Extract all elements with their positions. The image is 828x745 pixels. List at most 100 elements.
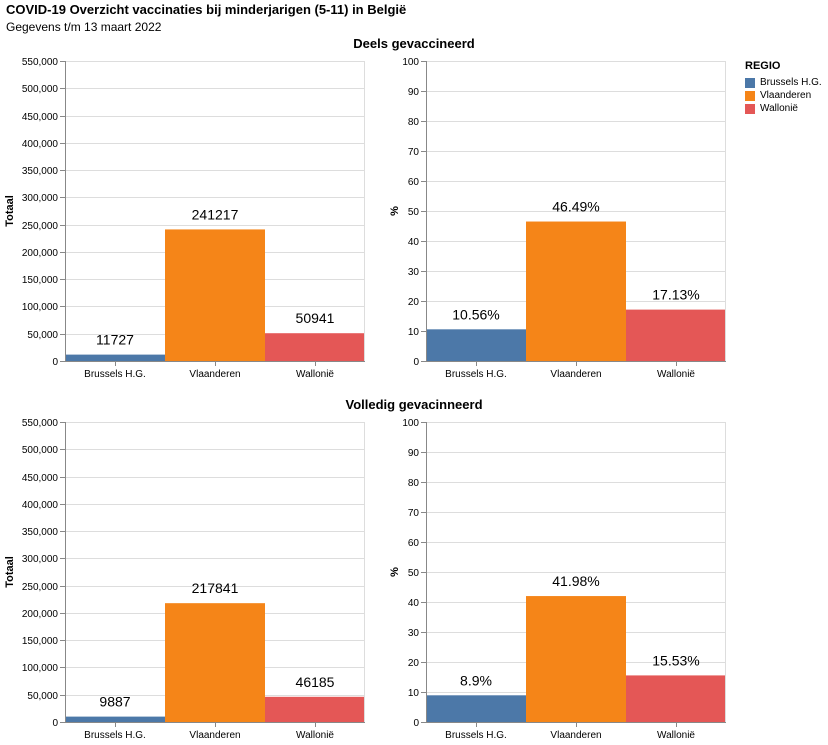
y-tick-label: 550,000 [22,418,59,429]
x-tick-label: Brussels H.G. [445,369,507,380]
bar-0 [426,329,526,361]
bar-2 [265,333,365,361]
legend-title: REGIO [745,60,781,72]
x-tick-label: Brussels H.G. [445,730,507,741]
bar-1 [165,229,265,361]
y-tick-label: 50,000 [27,691,58,702]
y-tick-label: 100 [402,57,419,68]
data-label: 50941 [296,310,335,326]
x-tick-label: Brussels H.G. [84,730,146,741]
y-tick-label: 100,000 [22,302,59,313]
y-tick-label: 60 [408,538,420,549]
legend-label-brussels: Brussels H.G. [760,77,822,88]
legend-item-wallonie: Wallonië [745,102,822,115]
x-tick-label: Brussels H.G. [84,369,146,380]
section-title-full: Volledig gevacinneerd [345,397,483,412]
legend-label-wallonie: Wallonië [760,103,798,114]
y-tick-label: 50 [408,207,420,218]
y-tick-label: 0 [52,718,58,729]
y-tick-label: 10 [408,688,420,699]
bar-1 [526,221,626,361]
data-label: 9887 [99,694,130,710]
x-tick-label: Vlaanderen [189,730,240,741]
data-label: 11727 [96,332,134,348]
y-tick-label: 0 [413,357,419,368]
page-subtitle: Gegevens t/m 13 maart 2022 [6,20,162,34]
bar-1 [526,596,626,722]
y-axis-title: % [389,567,401,577]
bar-0 [65,354,165,361]
data-label: 10.56% [452,306,499,322]
y-tick-label: 450,000 [22,473,59,484]
y-tick-label: 0 [413,718,419,729]
y-tick-label: 350,000 [22,166,59,177]
y-tick-label: 80 [408,117,420,128]
legend-swatch-vlaanderen [745,90,755,101]
y-tick-label: 20 [408,658,420,669]
y-tick-label: 40 [408,598,420,609]
y-tick-label: 20 [408,297,420,308]
y-tick-label: 400,000 [22,500,59,511]
y-tick-label: 70 [408,508,420,519]
x-tick-label: Vlaanderen [550,369,601,380]
data-label: 241217 [192,206,239,222]
x-tick-label: Wallonië [296,730,334,741]
bar-2 [265,696,365,722]
y-tick-label: 400,000 [22,139,59,150]
legend-swatch-brussels [745,77,755,88]
legend-item-vlaanderen: Vlaanderen [745,89,822,102]
y-tick-label: 10 [408,327,420,338]
y-tick-label: 450,000 [22,112,59,123]
y-tick-label: 300,000 [22,193,59,204]
y-tick-label: 90 [408,448,420,459]
bar-2 [626,309,726,361]
y-tick-label: 80 [408,478,420,489]
y-tick-label: 90 [408,87,420,98]
y-tick-label: 70 [408,147,420,158]
y-tick-label: 50 [408,568,420,579]
legend-label-vlaanderen: Vlaanderen [760,90,812,101]
x-tick-label: Wallonië [296,369,334,380]
bar-0 [426,695,526,722]
y-tick-label: 250,000 [22,221,59,232]
y-tick-label: 300,000 [22,554,59,565]
x-tick-label: Vlaanderen [189,369,240,380]
legend: REGIO Brussels H.G. Vlaanderen Wallonië [745,60,822,115]
y-tick-label: 350,000 [22,527,59,538]
y-tick-label: 200,000 [22,248,59,259]
y-tick-label: 40 [408,237,420,248]
y-tick-label: 200,000 [22,609,59,620]
x-tick-label: Wallonië [657,369,695,380]
y-tick-label: 250,000 [22,582,59,593]
page-title: COVID-19 Overzicht vaccinaties bij minde… [6,2,407,17]
y-tick-label: 500,000 [22,84,59,95]
y-tick-label: 0 [52,357,58,368]
bar-2 [626,675,726,722]
legend-item-brussels: Brussels H.G. [745,76,822,89]
y-tick-label: 150,000 [22,636,59,647]
data-label: 217841 [192,580,239,596]
data-label: 15.53% [652,652,699,668]
y-tick-label: 30 [408,628,420,639]
legend-swatch-wallonie [745,103,755,114]
y-tick-label: 500,000 [22,445,59,456]
y-tick-label: 50,000 [27,330,58,341]
x-tick-label: Wallonië [657,730,695,741]
data-label: 41.98% [552,573,599,589]
data-label: 8.9% [460,672,492,688]
y-axis-title: Totaal [4,556,16,588]
y-axis-title: Totaal [4,195,16,227]
data-label: 46.49% [552,199,599,215]
x-tick-label: Vlaanderen [550,730,601,741]
data-label: 46185 [296,674,335,690]
y-tick-label: 100,000 [22,663,59,674]
y-tick-label: 150,000 [22,275,59,286]
data-label: 17.13% [652,287,699,303]
bar-0 [65,716,165,722]
y-tick-label: 30 [408,267,420,278]
y-tick-label: 550,000 [22,57,59,68]
y-tick-label: 100 [402,418,419,429]
bar-1 [165,603,265,722]
y-tick-label: 60 [408,177,420,188]
